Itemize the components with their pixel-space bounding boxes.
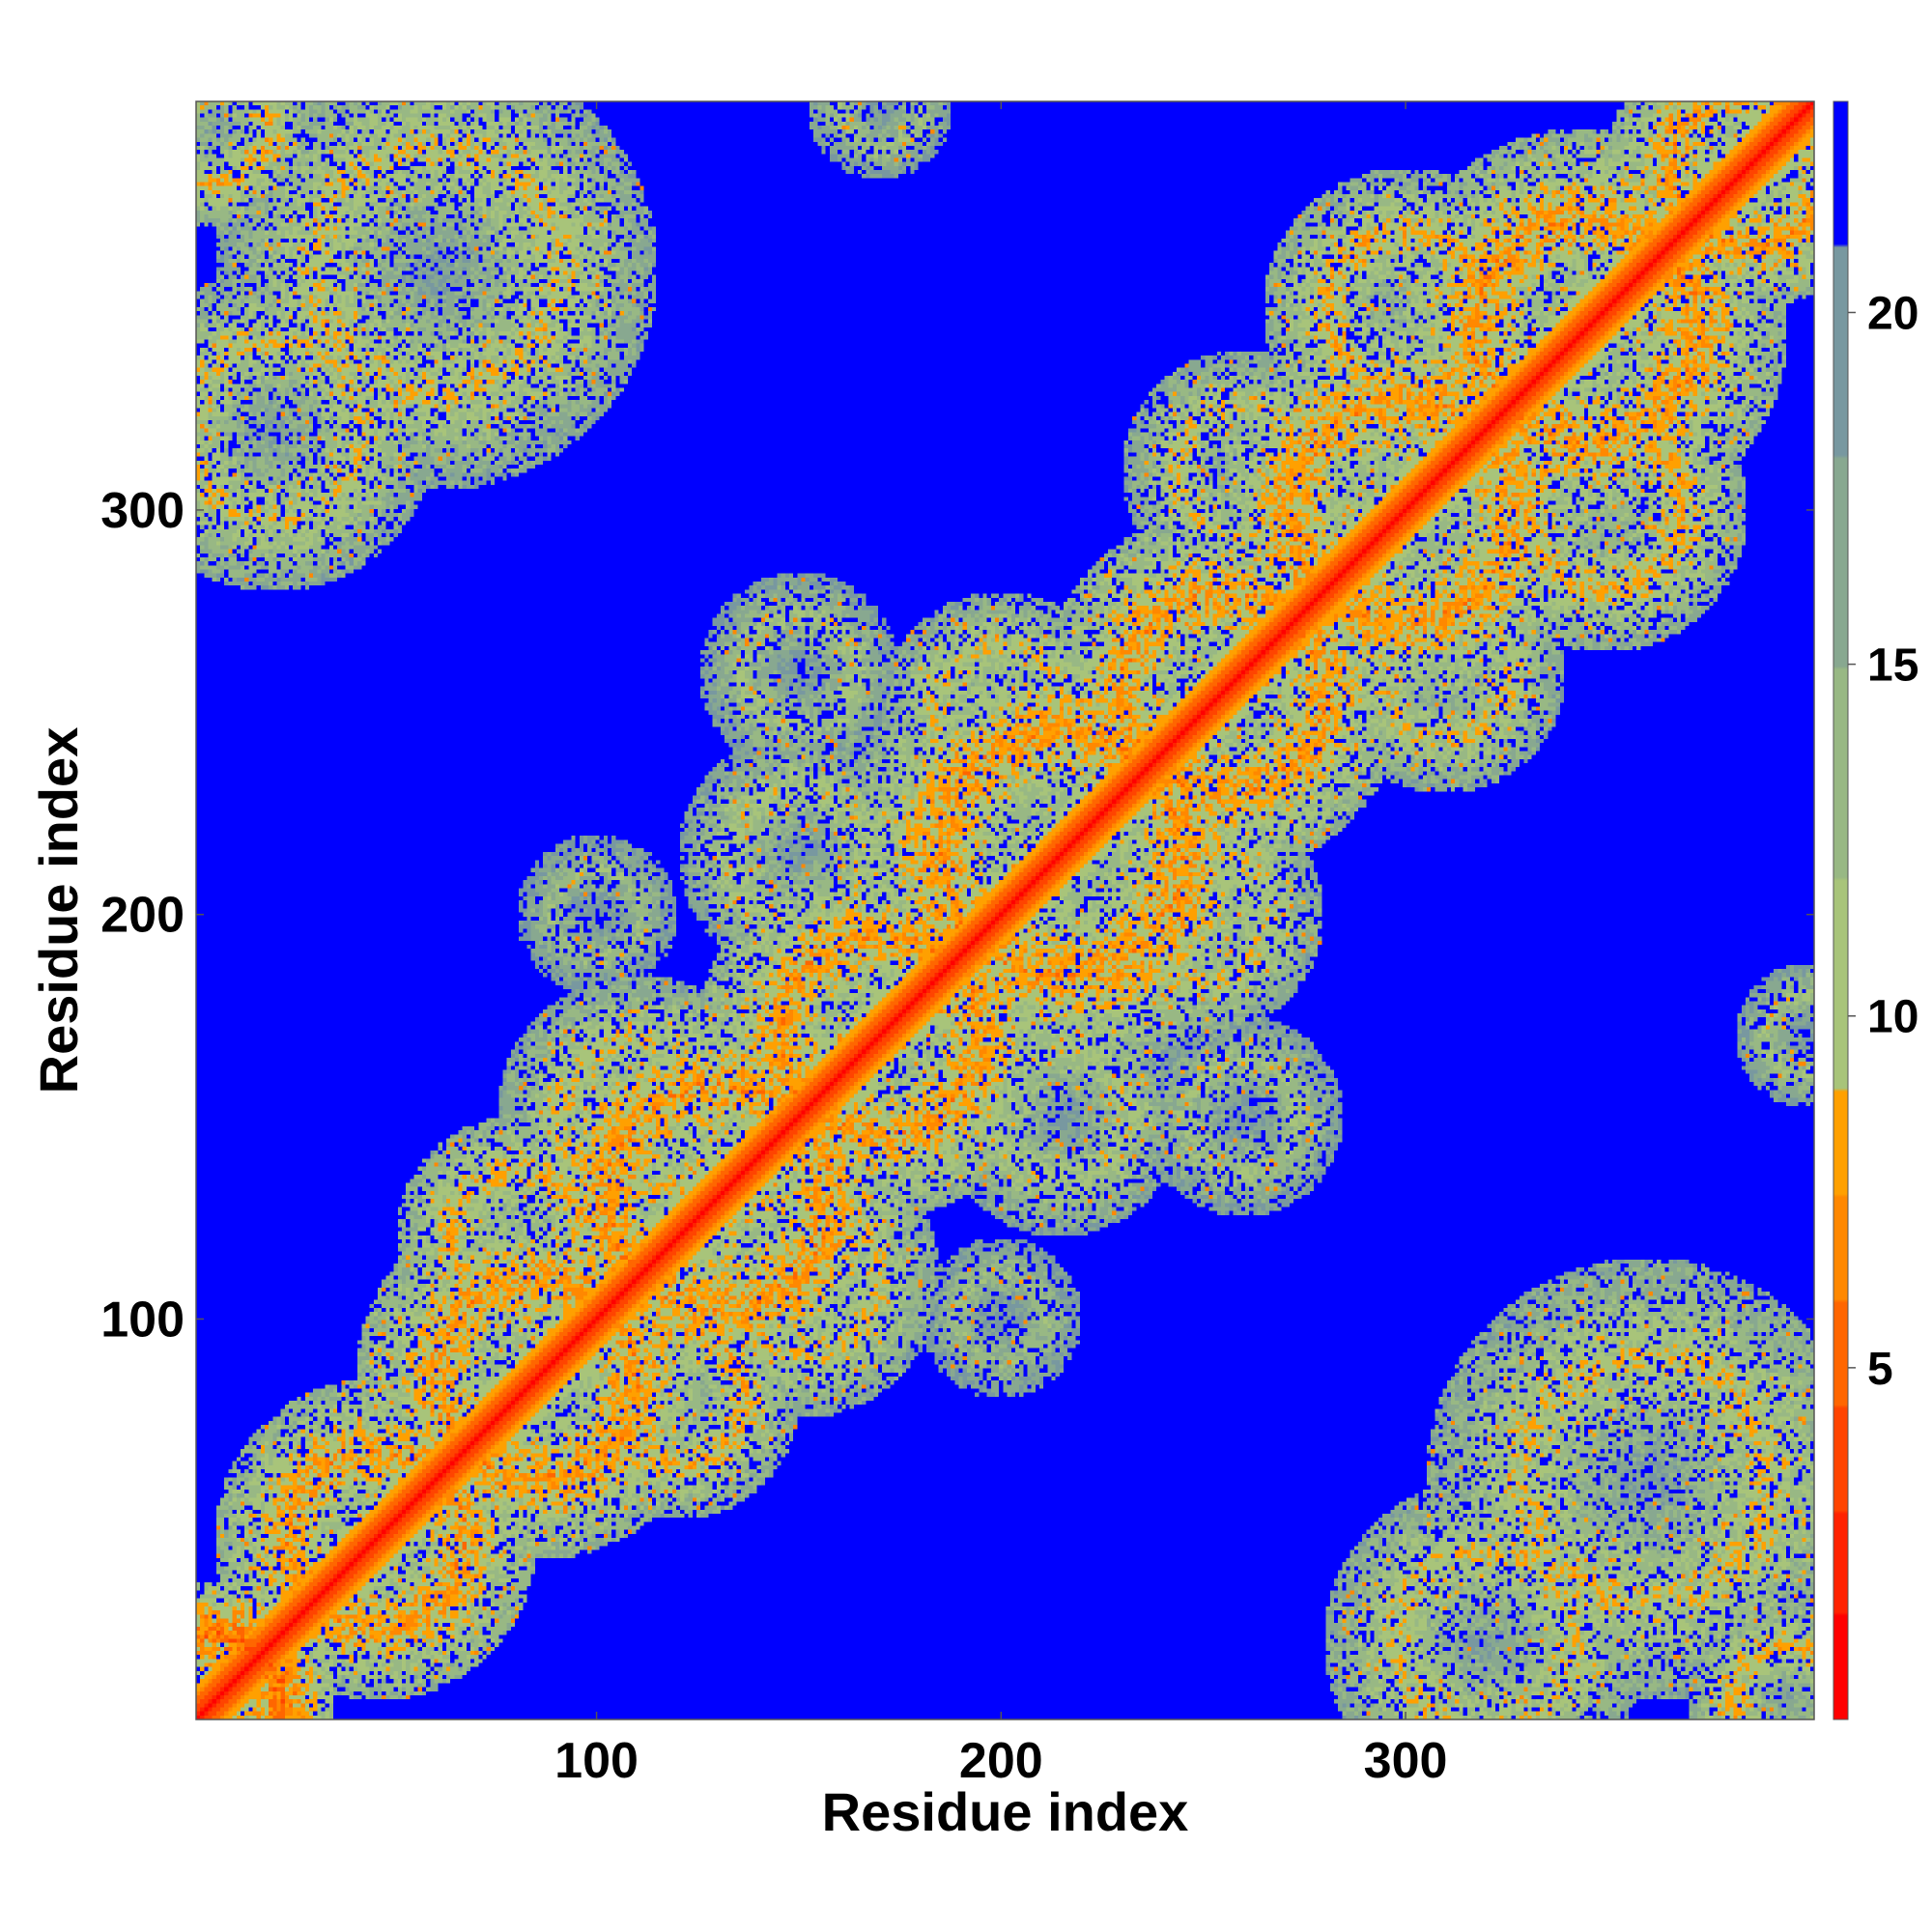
colorbar-tick-label: 20 [1867, 288, 1918, 339]
colorbar-tick-label: 10 [1867, 992, 1918, 1043]
y-axis-title: Residue index [28, 727, 89, 1094]
colorbar [1833, 101, 1848, 1719]
y-tick-label: 100 [100, 1292, 185, 1348]
y-tick-label: 300 [100, 483, 185, 539]
plot-frame [195, 100, 1815, 1720]
colorbar-frame [1833, 100, 1849, 1720]
y-tick-label: 200 [100, 888, 185, 944]
x-tick-label: 200 [959, 1733, 1043, 1789]
x-tick-label: 100 [554, 1733, 639, 1789]
colorbar-tick-label: 5 [1867, 1344, 1893, 1395]
colorbar-tick-label: 15 [1867, 640, 1918, 692]
x-axis-title: Residue index [822, 1781, 1189, 1842]
contact-map-heatmap [196, 101, 1814, 1719]
x-tick-label: 300 [1364, 1733, 1448, 1789]
